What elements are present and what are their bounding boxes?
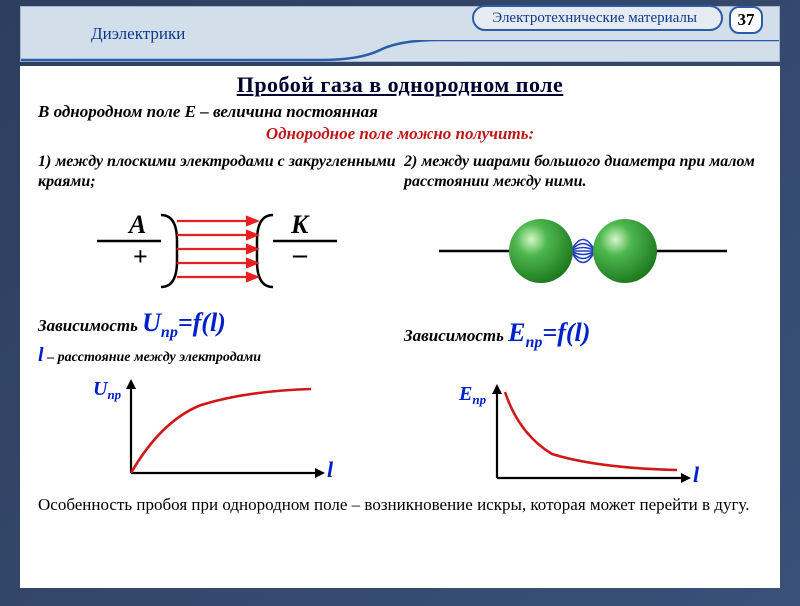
slide-header: Диэлектрики Электротехнические материалы… [20,6,780,62]
svg-text:Uпр: Uпр [93,378,122,402]
label-K: K [290,210,310,239]
left-note: l – расстояние между электродами [38,344,396,367]
right-formula-line: Зависимость Eпр=f(l) [404,318,762,352]
col-left: 1) между плоскими электродами с закругле… [38,152,396,490]
right-diagram [404,198,762,304]
label-plus: + [133,242,148,271]
subtitle-2: Однородное поле можно получить: [38,124,762,144]
left-label: 1) между плоскими электродами с закругле… [38,152,396,192]
right-label: 2) между шарами большого диаметра при ма… [404,152,762,192]
header-pill-text: Электротехнические материалы [492,10,697,27]
left-diagram: A K + – [38,198,396,304]
left-formula: Uпр=f(l) [142,308,226,337]
svg-text:l: l [693,462,700,487]
label-A: A [127,210,146,239]
col-right: 2) между шарами большого диаметра при ма… [404,152,762,490]
right-formula-label: Зависимость [404,326,504,345]
bottom-note: Особенность пробоя при однородном поле –… [38,494,762,515]
left-formula-line: Зависимость Uпр=f(l) [38,308,396,342]
right-chart: Eпр l [404,378,762,490]
slide-number: 37 [729,6,763,34]
left-formula-label: Зависимость [38,316,138,335]
header-divider-curve [21,40,779,62]
subtitle-1: В однородном поле Е – величина постоянна… [38,102,762,122]
left-chart: Uпр l [38,373,396,485]
svg-text:l: l [327,457,334,482]
right-formula: Eпр=f(l) [508,318,590,347]
header-pill: Электротехнические материалы [472,5,723,31]
label-minus: – [292,239,308,270]
svg-text:Eпр: Eпр [458,383,487,407]
columns: 1) между плоскими электродами с закругле… [38,152,762,490]
slide-title: Пробой газа в однородном поле [38,72,762,98]
slide-body: Пробой газа в однородном поле В однородн… [20,66,780,588]
